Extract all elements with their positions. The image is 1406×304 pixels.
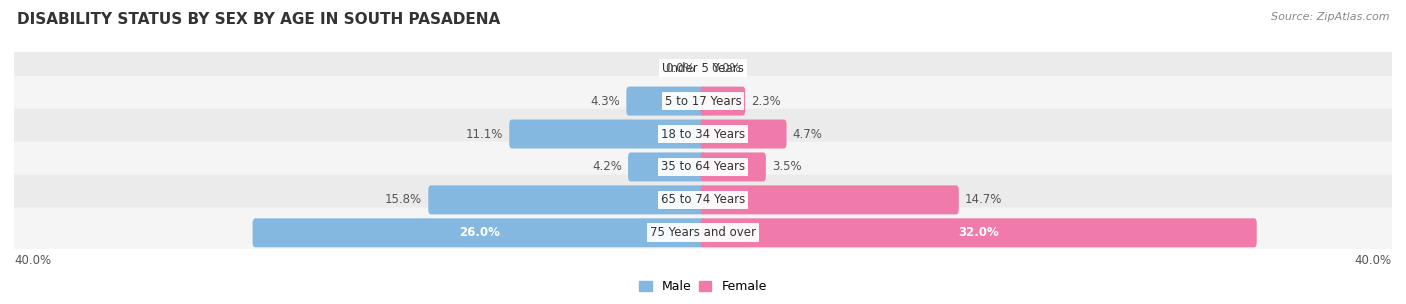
Text: 65 to 74 Years: 65 to 74 Years xyxy=(661,193,745,206)
FancyBboxPatch shape xyxy=(8,76,1398,126)
Text: 3.5%: 3.5% xyxy=(772,161,801,174)
Text: Under 5 Years: Under 5 Years xyxy=(662,62,744,75)
FancyBboxPatch shape xyxy=(8,142,1398,192)
Text: 11.1%: 11.1% xyxy=(465,127,503,140)
Text: 18 to 34 Years: 18 to 34 Years xyxy=(661,127,745,140)
Text: 4.3%: 4.3% xyxy=(591,95,620,108)
FancyBboxPatch shape xyxy=(253,218,706,247)
Text: 32.0%: 32.0% xyxy=(959,226,998,239)
FancyBboxPatch shape xyxy=(628,153,706,181)
Text: 0.0%: 0.0% xyxy=(711,62,741,75)
Text: 40.0%: 40.0% xyxy=(1355,254,1392,267)
FancyBboxPatch shape xyxy=(700,87,745,116)
FancyBboxPatch shape xyxy=(429,185,706,214)
Text: 4.7%: 4.7% xyxy=(793,127,823,140)
Text: 15.8%: 15.8% xyxy=(385,193,422,206)
Text: DISABILITY STATUS BY SEX BY AGE IN SOUTH PASADENA: DISABILITY STATUS BY SEX BY AGE IN SOUTH… xyxy=(17,12,501,27)
FancyBboxPatch shape xyxy=(8,174,1398,225)
Text: 2.3%: 2.3% xyxy=(751,95,780,108)
Text: 40.0%: 40.0% xyxy=(14,254,51,267)
FancyBboxPatch shape xyxy=(8,43,1398,94)
FancyBboxPatch shape xyxy=(700,153,766,181)
FancyBboxPatch shape xyxy=(8,109,1398,159)
Text: 14.7%: 14.7% xyxy=(965,193,1002,206)
Text: 26.0%: 26.0% xyxy=(458,226,499,239)
Text: 0.0%: 0.0% xyxy=(665,62,695,75)
Text: 35 to 64 Years: 35 to 64 Years xyxy=(661,161,745,174)
Text: 4.2%: 4.2% xyxy=(592,161,621,174)
FancyBboxPatch shape xyxy=(700,119,786,149)
FancyBboxPatch shape xyxy=(626,87,706,116)
FancyBboxPatch shape xyxy=(700,218,1257,247)
Text: 75 Years and over: 75 Years and over xyxy=(650,226,756,239)
FancyBboxPatch shape xyxy=(509,119,706,149)
Legend: Male, Female: Male, Female xyxy=(634,275,772,298)
Text: Source: ZipAtlas.com: Source: ZipAtlas.com xyxy=(1271,12,1389,22)
Text: 5 to 17 Years: 5 to 17 Years xyxy=(665,95,741,108)
FancyBboxPatch shape xyxy=(8,207,1398,258)
FancyBboxPatch shape xyxy=(700,185,959,214)
